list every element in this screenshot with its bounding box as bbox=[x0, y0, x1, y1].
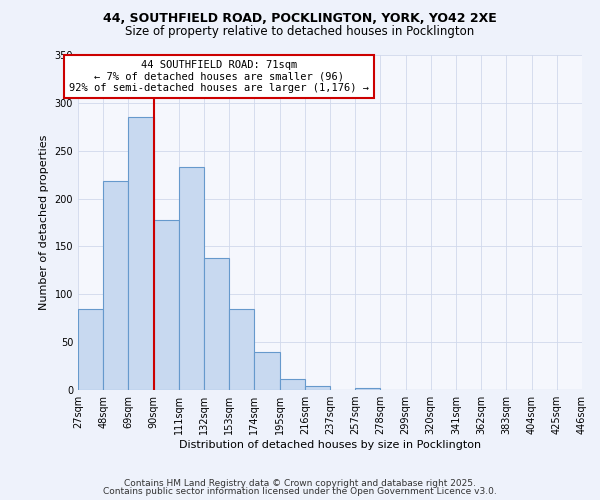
Bar bbox=[305, 386, 330, 390]
Bar bbox=[355, 388, 380, 390]
Y-axis label: Number of detached properties: Number of detached properties bbox=[39, 135, 49, 310]
Bar bbox=[254, 352, 280, 390]
Bar bbox=[280, 380, 305, 390]
Bar bbox=[204, 258, 229, 390]
Text: Contains public sector information licensed under the Open Government Licence v3: Contains public sector information licen… bbox=[103, 487, 497, 496]
Bar bbox=[229, 308, 254, 390]
X-axis label: Distribution of detached houses by size in Pocklington: Distribution of detached houses by size … bbox=[179, 440, 481, 450]
Bar bbox=[103, 182, 128, 390]
Text: Contains HM Land Registry data © Crown copyright and database right 2025.: Contains HM Land Registry data © Crown c… bbox=[124, 478, 476, 488]
Bar bbox=[154, 220, 179, 390]
Text: 44, SOUTHFIELD ROAD, POCKLINGTON, YORK, YO42 2XE: 44, SOUTHFIELD ROAD, POCKLINGTON, YORK, … bbox=[103, 12, 497, 26]
Bar bbox=[78, 308, 103, 390]
Bar bbox=[179, 167, 204, 390]
Text: 44 SOUTHFIELD ROAD: 71sqm
← 7% of detached houses are smaller (96)
92% of semi-d: 44 SOUTHFIELD ROAD: 71sqm ← 7% of detach… bbox=[69, 60, 369, 93]
Bar bbox=[128, 117, 154, 390]
Text: Size of property relative to detached houses in Pocklington: Size of property relative to detached ho… bbox=[125, 25, 475, 38]
